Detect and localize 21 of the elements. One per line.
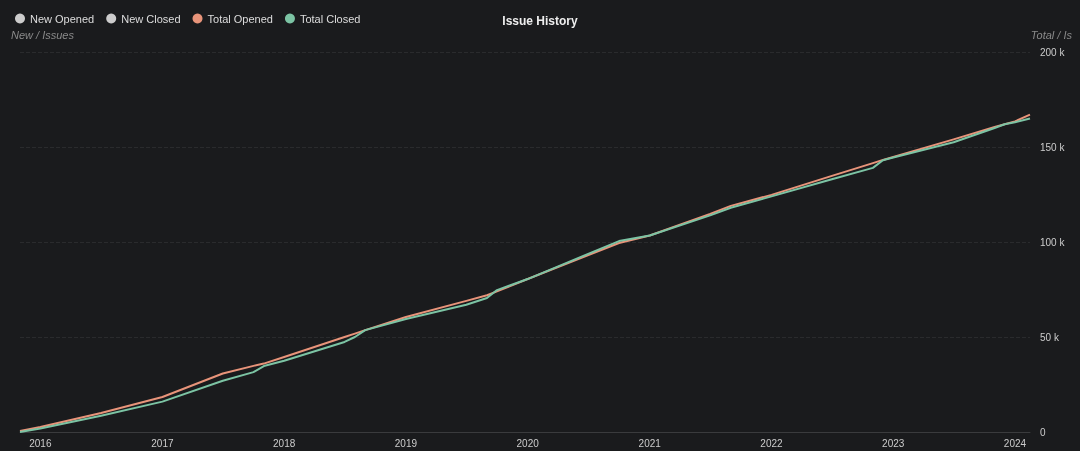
x-tick-label: 2022 (760, 437, 784, 449)
y2-tick-label: 0 (1040, 426, 1046, 438)
y2-tick-label: 150 k (1040, 141, 1066, 153)
x-tick-label: 2018 (273, 437, 296, 449)
x-tick-label: 2023 (882, 437, 905, 449)
x-tick-label: 2017 (151, 437, 174, 449)
legend-label: Total Closed (299, 12, 361, 25)
x-tick-label: 2020 (516, 437, 540, 449)
y2-tick-label: 100 k (1040, 236, 1066, 248)
x-tick-label: 2021 (638, 437, 662, 449)
x-tick-label: 2024 (1003, 437, 1027, 449)
legend-label: New Closed (121, 12, 181, 25)
legend-label: Total Opened (207, 12, 273, 25)
legend-label: New Opened (30, 12, 95, 25)
x-tick-label: 2019 (394, 437, 418, 449)
chart-title: Issue History (502, 14, 578, 28)
y-axis-title: New / Issues (11, 28, 75, 41)
x-tick-label: 2016 (29, 437, 52, 449)
y2-tick-label: 200 k (1040, 46, 1066, 58)
y2-tick-label: 50 k (1040, 331, 1060, 343)
y2-axis-title: Total / Is (1030, 28, 1073, 41)
